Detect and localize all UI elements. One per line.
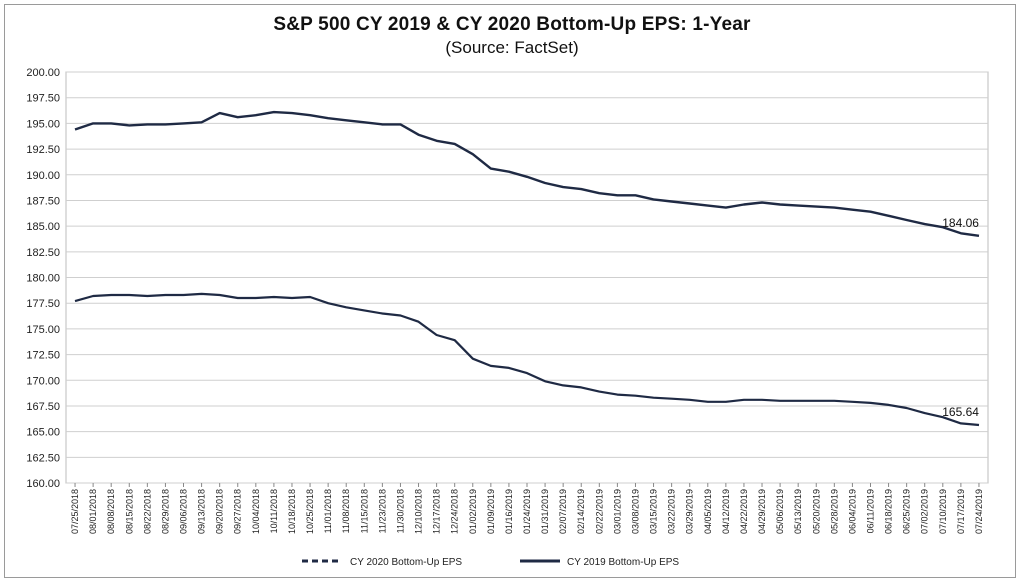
x-tick-label: 04/29/2019 [757,489,767,534]
x-tick-label: 08/08/2018 [106,489,116,534]
x-tick-label: 04/05/2019 [703,489,713,534]
x-tick-label: 10/11/2018 [269,489,279,533]
x-tick-label: 11/23/2018 [377,489,387,533]
x-tick-label: 11/01/2018 [323,489,333,533]
y-tick-label: 185.00 [26,221,60,233]
series-line-cy2019 [74,292,980,427]
x-tick-label: 12/17/2018 [432,489,442,534]
y-tick-label: 197.50 [26,93,60,105]
x-tick-label: 01/02/2019 [468,489,478,534]
series-lines: 184.06 165.64 [74,110,980,427]
x-tick-label: 02/07/2019 [558,489,568,534]
legend-label: CY 2019 Bottom-Up EPS [567,557,679,568]
x-tick-label: 06/18/2019 [884,489,894,534]
x-tick-label: 08/01/2018 [88,489,98,534]
x-tick-label: 07/02/2019 [920,489,930,534]
x-tick-label: 09/20/2018 [215,489,225,534]
y-tick-label: 192.50 [26,144,60,156]
x-tick-label: 12/10/2018 [414,489,424,534]
x-tick-label: 07/10/2019 [938,489,948,534]
x-tick-label: 10/25/2018 [305,489,315,534]
x-tick-label: 06/11/2019 [865,489,875,533]
y-tick-label: 190.00 [26,170,60,182]
x-tick-label: 08/29/2018 [160,489,170,534]
x-tick-label: 03/29/2019 [685,489,695,534]
x-tick-label: 03/01/2019 [612,489,622,534]
x-tick-label: 08/22/2018 [142,489,152,534]
x-tick-label: 04/22/2019 [739,489,749,534]
x-tick-label: 11/30/2018 [395,489,405,533]
x-tick-label: 08/15/2018 [124,489,134,534]
x-tick-label: 11/15/2018 [359,489,369,533]
y-tick-label: 172.50 [26,350,60,362]
x-tick-label: 03/08/2019 [630,489,640,534]
x-tick-label: 01/09/2019 [486,489,496,534]
x-tick-label: 07/17/2019 [956,489,966,534]
x-tick-label: 03/22/2019 [667,489,677,534]
x-tick-label: 11/08/2018 [341,489,351,533]
x-axis-ticks: 07/25/2018 08/01/2018 08/08/2018 08/15/2018… [70,483,984,534]
x-tick-label: 01/24/2019 [522,489,532,534]
y-tick-label: 182.50 [26,247,60,259]
x-tick-label: 02/14/2019 [576,489,586,534]
y-tick-label: 170.00 [26,375,60,387]
y-tick-label: 180.00 [26,273,60,285]
x-tick-label: 10/04/2018 [251,489,261,534]
x-tick-label: 05/28/2019 [829,489,839,534]
x-tick-label: 06/04/2019 [847,489,857,534]
y-axis-ticks: 160.00 162.50 165.00 167.50 170.00 172.50 175.… [26,67,60,490]
x-tick-label: 02/22/2019 [594,489,604,534]
x-tick-label: 01/16/2019 [504,489,514,534]
y-tick-label: 177.50 [26,298,60,310]
end-value-label: 184.06 [942,216,979,230]
x-tick-label: 03/15/2019 [649,489,659,534]
x-tick-label: 10/18/2018 [287,489,297,534]
series-line-cy2020 [74,110,980,237]
x-tick-label: 12/24/2018 [450,489,460,534]
legend: CY 2020 Bottom-Up EPS CY 2019 Bottom-Up E… [302,557,679,568]
chart-subtitle: (Source: FactSet) [445,38,579,57]
x-tick-label: 05/06/2019 [775,489,785,534]
x-tick-label: 04/12/2019 [721,489,731,534]
grid-lines [65,71,989,484]
x-tick-label: 09/27/2018 [233,489,243,534]
y-tick-label: 187.50 [26,195,60,207]
y-tick-label: 165.00 [26,427,60,439]
x-tick-label: 06/25/2019 [902,489,912,534]
chart-frame [4,4,1016,578]
end-value-label: 165.64 [942,405,979,419]
x-tick-label: 01/31/2019 [540,489,550,534]
y-tick-label: 195.00 [26,118,60,130]
legend-label: CY 2020 Bottom-Up EPS [350,557,462,568]
x-tick-label: 07/24/2019 [974,489,984,534]
x-tick-label: 09/13/2018 [197,489,207,534]
y-tick-label: 160.00 [26,478,60,490]
x-tick-label: 05/13/2019 [793,489,803,534]
chart-title: S&P 500 CY 2019 & CY 2020 Bottom-Up EPS:… [273,14,751,35]
x-tick-label: 05/20/2019 [811,489,821,534]
y-tick-label: 200.00 [26,67,60,79]
y-tick-label: 167.50 [26,401,60,413]
y-tick-label: 162.50 [26,452,60,464]
x-tick-label: 07/25/2018 [70,489,80,534]
y-tick-label: 175.00 [26,324,60,336]
x-tick-label: 09/06/2018 [179,489,189,534]
